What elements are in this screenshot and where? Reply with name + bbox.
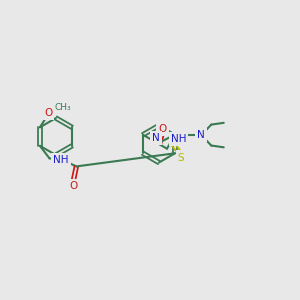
Text: NH: NH (171, 134, 186, 144)
Text: N: N (197, 130, 205, 140)
Text: O: O (44, 108, 52, 118)
Text: CH₃: CH₃ (55, 103, 71, 112)
Text: O: O (69, 181, 77, 191)
Text: O: O (158, 124, 167, 134)
Text: S: S (178, 152, 184, 163)
Text: N: N (152, 133, 160, 142)
Text: NH: NH (53, 155, 69, 165)
